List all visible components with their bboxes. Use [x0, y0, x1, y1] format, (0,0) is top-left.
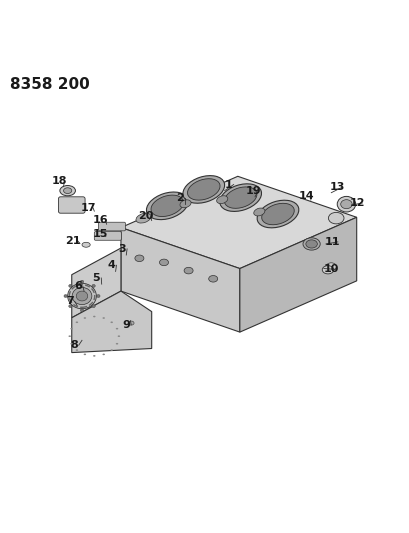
- Ellipse shape: [321, 265, 333, 274]
- Ellipse shape: [224, 187, 256, 208]
- Ellipse shape: [83, 353, 86, 355]
- Ellipse shape: [328, 212, 343, 224]
- Ellipse shape: [76, 349, 78, 351]
- Ellipse shape: [83, 317, 86, 319]
- Ellipse shape: [216, 196, 227, 204]
- Text: 11: 11: [324, 237, 340, 247]
- Ellipse shape: [146, 192, 188, 220]
- Ellipse shape: [110, 321, 112, 323]
- Ellipse shape: [68, 335, 71, 337]
- Ellipse shape: [102, 317, 105, 319]
- Ellipse shape: [69, 305, 72, 308]
- Text: 17: 17: [80, 203, 96, 213]
- Text: 20: 20: [137, 212, 153, 222]
- Ellipse shape: [115, 328, 118, 329]
- Ellipse shape: [92, 305, 95, 308]
- Text: 2: 2: [176, 192, 184, 203]
- Polygon shape: [72, 248, 121, 318]
- Text: 19: 19: [245, 185, 261, 196]
- Ellipse shape: [180, 200, 191, 208]
- Ellipse shape: [219, 184, 261, 212]
- Ellipse shape: [70, 328, 73, 329]
- Ellipse shape: [128, 321, 134, 325]
- Text: 8: 8: [70, 340, 77, 350]
- Ellipse shape: [184, 268, 193, 274]
- Ellipse shape: [102, 353, 105, 355]
- Ellipse shape: [117, 335, 120, 337]
- Text: 8358 200: 8358 200: [10, 77, 90, 92]
- Ellipse shape: [67, 284, 96, 309]
- Ellipse shape: [302, 238, 319, 250]
- Text: 12: 12: [349, 198, 364, 208]
- Ellipse shape: [80, 309, 83, 312]
- Ellipse shape: [159, 259, 168, 265]
- FancyBboxPatch shape: [94, 232, 121, 240]
- Ellipse shape: [69, 285, 72, 287]
- Text: 1: 1: [225, 180, 232, 190]
- Ellipse shape: [63, 188, 72, 193]
- Text: 4: 4: [107, 260, 115, 270]
- Polygon shape: [72, 291, 151, 353]
- Text: 15: 15: [92, 229, 108, 239]
- Ellipse shape: [72, 287, 92, 305]
- Ellipse shape: [60, 185, 75, 196]
- Text: 9: 9: [122, 320, 130, 330]
- Ellipse shape: [253, 208, 264, 216]
- Polygon shape: [121, 176, 356, 269]
- Text: 5: 5: [92, 273, 100, 283]
- Ellipse shape: [92, 285, 95, 287]
- Ellipse shape: [93, 355, 95, 357]
- Text: 13: 13: [328, 182, 344, 192]
- Ellipse shape: [256, 200, 298, 228]
- Ellipse shape: [76, 321, 78, 323]
- Text: 18: 18: [52, 176, 67, 186]
- Text: 7: 7: [66, 296, 73, 306]
- FancyBboxPatch shape: [58, 197, 85, 213]
- Ellipse shape: [261, 203, 294, 225]
- Ellipse shape: [336, 196, 355, 212]
- Ellipse shape: [76, 291, 88, 301]
- Ellipse shape: [70, 343, 73, 344]
- Ellipse shape: [93, 316, 95, 317]
- Ellipse shape: [182, 175, 224, 203]
- Ellipse shape: [208, 276, 217, 282]
- Ellipse shape: [135, 255, 144, 262]
- Text: 6: 6: [74, 281, 82, 291]
- Ellipse shape: [97, 295, 100, 297]
- Polygon shape: [239, 217, 356, 332]
- Ellipse shape: [115, 343, 118, 344]
- Text: 21: 21: [65, 236, 81, 246]
- Text: 3: 3: [118, 244, 126, 254]
- Ellipse shape: [82, 243, 90, 247]
- Ellipse shape: [136, 213, 151, 223]
- Ellipse shape: [305, 240, 317, 248]
- Ellipse shape: [326, 263, 336, 270]
- Ellipse shape: [340, 200, 351, 209]
- Ellipse shape: [64, 295, 67, 297]
- Ellipse shape: [80, 280, 83, 283]
- Polygon shape: [121, 228, 239, 332]
- Ellipse shape: [151, 195, 183, 216]
- Text: 14: 14: [298, 191, 314, 200]
- FancyBboxPatch shape: [98, 222, 125, 231]
- Text: 10: 10: [323, 264, 338, 274]
- Ellipse shape: [110, 349, 112, 351]
- Text: 16: 16: [92, 215, 108, 225]
- Ellipse shape: [187, 179, 220, 200]
